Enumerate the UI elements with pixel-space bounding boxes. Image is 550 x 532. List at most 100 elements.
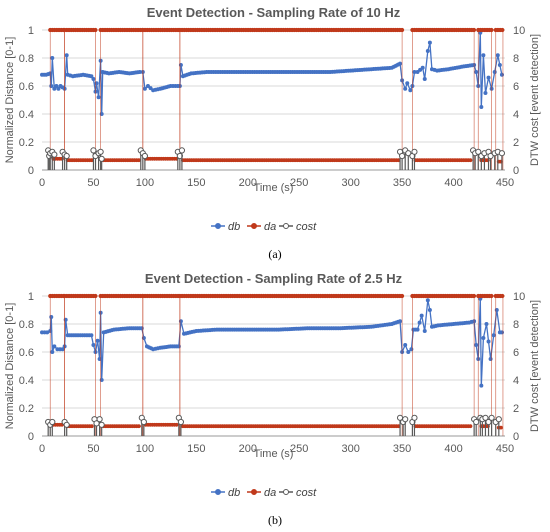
db-point	[427, 308, 432, 312]
db-point	[56, 86, 61, 91]
legend-label: da	[264, 221, 276, 233]
y-tick-label: 0	[28, 165, 34, 177]
cost-point	[473, 418, 480, 426]
legend: db da cost	[211, 221, 317, 233]
db-point	[89, 74, 94, 79]
db-point	[497, 63, 502, 67]
da-point	[89, 424, 94, 429]
db-point	[398, 61, 403, 66]
da-point	[89, 158, 94, 163]
db-point	[481, 53, 486, 58]
x-tick-label: 100	[136, 177, 154, 189]
y2-tick-label: 8	[513, 53, 519, 65]
cost-point	[495, 416, 502, 423]
y-tick-label: 0.8	[19, 53, 34, 65]
y2-tick-label: 10	[513, 25, 525, 37]
da-point	[136, 424, 141, 429]
y2-axis-label: DTW cost [event detection]	[529, 300, 541, 432]
db-point	[50, 350, 55, 354]
da-point	[399, 293, 405, 299]
x-tick-label: 350	[393, 177, 411, 189]
x-tick-label: 400	[444, 443, 462, 455]
y-tick-label: 1	[28, 25, 34, 37]
da-point	[468, 158, 473, 163]
db-point	[486, 339, 491, 344]
y-tick-label: 0.6	[19, 81, 34, 93]
db-point	[422, 77, 427, 81]
chart-title: Event Detection - Sampling Rate of 2.5 H…	[145, 271, 403, 286]
cost-point	[498, 150, 506, 157]
x-tick-label: 250	[290, 177, 308, 189]
da-point	[471, 293, 477, 299]
db-point	[64, 53, 69, 58]
legend-marker	[283, 223, 289, 229]
cost-point	[96, 416, 103, 423]
x-tick-label: 450	[496, 443, 514, 455]
cost-point	[63, 421, 70, 428]
y-tick-label: 0.6	[19, 347, 34, 359]
db-point	[484, 322, 489, 326]
db-point	[408, 88, 413, 93]
db-point	[417, 320, 422, 325]
db-point	[495, 53, 500, 58]
db-point	[91, 77, 96, 81]
cost-point	[488, 414, 495, 421]
x-tick-label: 350	[393, 443, 411, 455]
db-point	[491, 333, 496, 338]
db-point	[148, 86, 153, 91]
y-tick-label: 0.4	[19, 375, 34, 387]
y-tick-label: 0.2	[19, 137, 34, 149]
db-point	[403, 343, 408, 347]
db-point	[52, 86, 57, 91]
db-point	[95, 338, 100, 343]
y2-tick-label: 0	[513, 165, 519, 177]
cost-point	[399, 152, 406, 160]
x-tick-label: 300	[341, 443, 359, 455]
legend-marker	[251, 489, 257, 495]
da-point	[489, 27, 494, 33]
x-tick-label: 150	[187, 177, 205, 189]
db-point	[142, 86, 147, 91]
db-point	[483, 91, 488, 95]
x-tick-label: 300	[341, 177, 359, 189]
y-tick-label: 0.2	[19, 403, 34, 415]
db-point	[137, 70, 142, 74]
db-point	[45, 330, 50, 335]
db-point	[486, 75, 491, 80]
x-tick-label: 100	[136, 443, 154, 455]
legend-label: da	[264, 487, 276, 499]
db-point	[96, 95, 101, 100]
cost-point	[178, 147, 186, 154]
db-point	[406, 350, 411, 354]
da-point	[93, 27, 98, 33]
legend-label: cost	[296, 221, 317, 233]
db-point	[479, 383, 484, 388]
series-db	[40, 296, 504, 388]
series-da	[48, 27, 505, 170]
series-cost	[42, 147, 506, 171]
db-point	[415, 70, 420, 74]
y-tick-label: 1	[28, 291, 34, 303]
db-point	[474, 343, 479, 347]
series-da	[48, 293, 505, 436]
cost-point	[51, 151, 58, 158]
chart-panel-1: Event Detection - Sampling Rate of 10 Hz…	[4, 5, 541, 261]
legend-label: db	[228, 221, 240, 233]
y2-axis-label: DTW cost [event detection]	[529, 34, 541, 166]
db-point	[422, 329, 427, 333]
db-point	[405, 81, 410, 86]
db-point	[54, 84, 59, 88]
x-tick-label: 200	[239, 443, 257, 455]
da-point	[93, 293, 98, 299]
y2-tick-label: 4	[513, 375, 519, 387]
y2-tick-label: 10	[513, 291, 525, 303]
legend-label: db	[228, 487, 240, 499]
db-point	[418, 67, 423, 72]
y-axis-label: Normalized Distance [0-1]	[4, 303, 16, 430]
x-axis-label: Time (s)	[254, 448, 294, 460]
db-point	[89, 333, 94, 338]
subfigure-caption: (b)	[268, 513, 282, 527]
db-point	[60, 347, 65, 352]
cost-point	[90, 147, 97, 154]
